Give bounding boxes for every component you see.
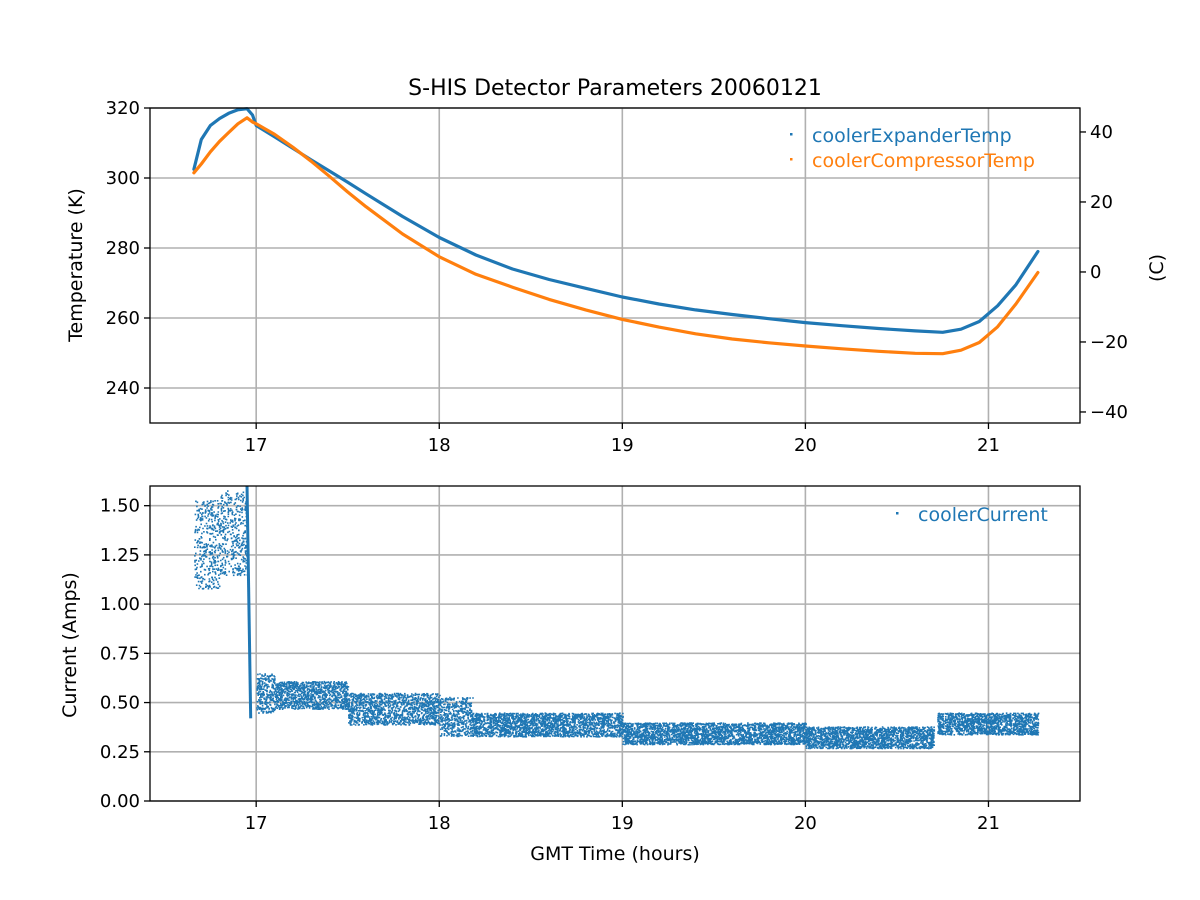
current-y-axis-title: Current (Amps) bbox=[59, 572, 81, 718]
temperature-legend: coolerExpanderTemp coolerCompressorTemp bbox=[790, 125, 1035, 172]
temperature-plot-frame bbox=[149, 107, 1081, 424]
x-tick-label: 18 bbox=[428, 435, 451, 456]
x-tick-label: 19 bbox=[611, 813, 634, 834]
temperature-y-ticks: 240 260 280 300 320 bbox=[106, 98, 150, 399]
y2-tick-label: −20 bbox=[1090, 332, 1128, 353]
temperature-x-ticks: 17 18 19 20 21 bbox=[245, 423, 1000, 456]
x-axis-title: GMT Time (hours) bbox=[530, 843, 700, 865]
y-tick-label: 0.50 bbox=[100, 693, 140, 714]
temperature-y-axis-title: Temperature (K) bbox=[65, 188, 87, 343]
x-tick-label: 21 bbox=[977, 435, 1000, 456]
compressor-temp-series bbox=[192, 116, 1040, 356]
current-grid bbox=[150, 486, 1080, 802]
y2-tick-label: 20 bbox=[1090, 192, 1113, 213]
celsius-y-axis-title: (C) bbox=[1146, 254, 1168, 282]
y-tick-label: 0.00 bbox=[100, 791, 140, 812]
current-x-ticks: 17 18 19 20 21 bbox=[245, 801, 1000, 834]
y-tick-label: 240 bbox=[106, 378, 140, 399]
current-panel: 17 18 19 20 21 0.000.250.500.751.001.251.50 … bbox=[59, 485, 1081, 865]
temperature-series bbox=[192, 107, 1040, 356]
y-tick-label: 300 bbox=[106, 168, 140, 189]
y-tick-label: 320 bbox=[106, 98, 140, 119]
y-tick-label: 280 bbox=[106, 238, 140, 259]
y-tick-label: 0.25 bbox=[100, 742, 140, 763]
cooler-current-drop bbox=[245, 485, 253, 719]
chart-title: S-HIS Detector Parameters 20060121 bbox=[408, 76, 822, 101]
current-series bbox=[194, 485, 1040, 750]
current-legend: coolerCurrent bbox=[896, 504, 1048, 526]
legend-label-current: coolerCurrent bbox=[918, 504, 1048, 526]
x-tick-label: 20 bbox=[794, 435, 817, 456]
y-tick-label: 260 bbox=[106, 308, 140, 329]
y-tick-label: 1.50 bbox=[100, 496, 140, 517]
legend-marker-current bbox=[896, 512, 899, 515]
celsius-y-ticks: −40 −20 0 20 40 bbox=[1080, 122, 1128, 423]
current-plot-frame bbox=[149, 485, 1081, 802]
y-tick-label: 1.25 bbox=[100, 545, 140, 566]
x-tick-label: 20 bbox=[794, 813, 817, 834]
legend-marker-compressor bbox=[790, 158, 793, 161]
y2-tick-label: 0 bbox=[1090, 262, 1101, 283]
x-tick-label: 19 bbox=[611, 435, 634, 456]
x-tick-label: 17 bbox=[245, 435, 268, 456]
temperature-panel: 17 18 19 20 21 240 260 280 300 320 −40 −20 0 20 40 T… bbox=[65, 98, 1168, 456]
legend-label-expander: coolerExpanderTemp bbox=[812, 125, 1012, 147]
y-tick-label: 1.00 bbox=[100, 594, 140, 615]
expander-temp-series bbox=[192, 107, 1040, 334]
x-tick-label: 18 bbox=[428, 813, 451, 834]
current-y-ticks: 0.00 0.25 0.50 0.75 1.00 1.25 1.50 bbox=[100, 496, 150, 812]
x-tick-label: 17 bbox=[245, 813, 268, 834]
cooler-current-points bbox=[194, 490, 1040, 750]
y2-tick-label: 40 bbox=[1090, 122, 1113, 143]
y2-tick-label: −40 bbox=[1090, 402, 1128, 423]
x-tick-label: 21 bbox=[977, 813, 1000, 834]
legend-marker-expander bbox=[790, 133, 793, 136]
y-tick-label: 0.75 bbox=[100, 643, 140, 664]
legend-label-compressor: coolerCompressorTemp bbox=[812, 150, 1035, 172]
